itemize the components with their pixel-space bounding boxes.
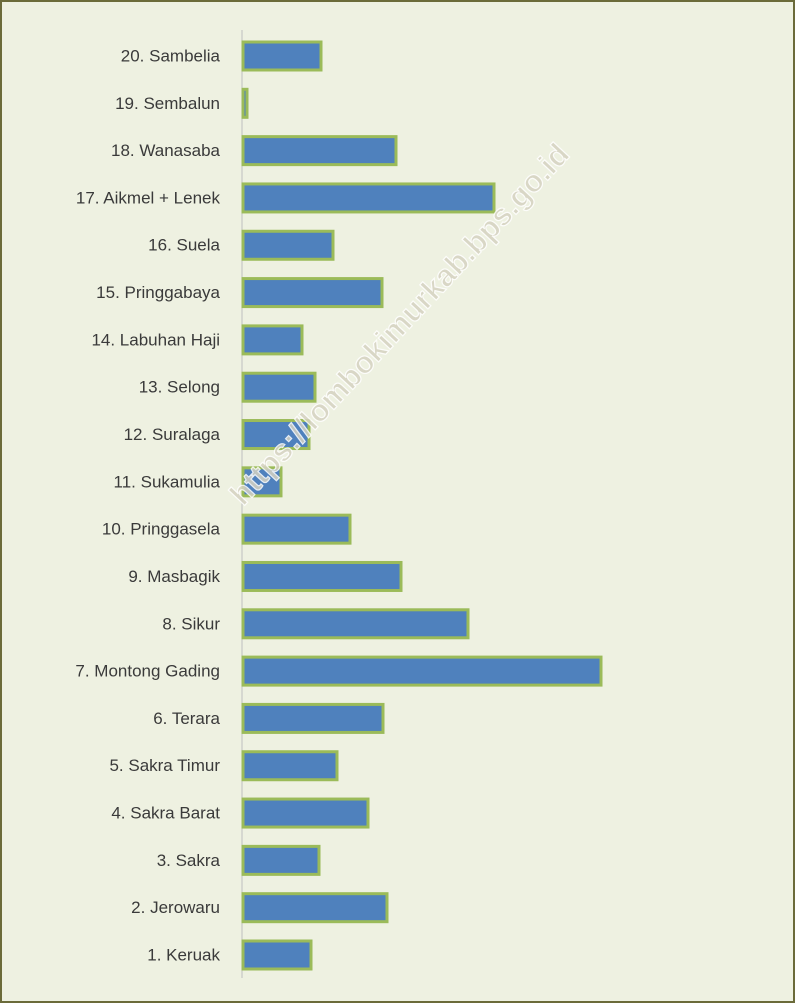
category-label: 3. Sakra: [157, 851, 221, 870]
bar: [241, 608, 470, 640]
bar: [241, 655, 603, 687]
bar: [241, 324, 304, 356]
category-label: 11. Sukamulia: [114, 472, 221, 491]
category-label: 10. Pringgasela: [102, 520, 221, 539]
category-label: 4. Sakra Barat: [111, 804, 220, 823]
bar: [241, 466, 283, 498]
category-label: 15. Pringgabaya: [96, 283, 220, 302]
bar: [241, 87, 249, 119]
bars: 1. Keruak 2. Jerowaru 3. Sakra 4. Sakra Bar…: [75, 40, 603, 971]
bar: [241, 40, 323, 72]
bar: [241, 371, 317, 403]
bar: [241, 513, 352, 545]
bar: [241, 797, 370, 829]
bar: [241, 277, 384, 309]
bar: [241, 182, 496, 214]
category-label: 8. Sikur: [162, 614, 220, 633]
bar: [241, 844, 321, 876]
category-label: 20. Sambelia: [121, 46, 221, 65]
bar: [241, 560, 403, 592]
category-label: 19. Sembalun: [115, 94, 220, 113]
category-label: 13. Selong: [139, 378, 220, 397]
category-label: 12. Suralaga: [124, 425, 221, 444]
bar: [241, 702, 385, 734]
category-label: 18. Wanasaba: [111, 141, 221, 160]
bar: [241, 892, 389, 924]
bar: [241, 229, 335, 261]
category-label: 2. Jerowaru: [131, 898, 220, 917]
category-label: 16. Suela: [148, 236, 220, 255]
category-label: 17. Aikmel + Lenek: [76, 188, 221, 207]
category-label: 14. Labuhan Haji: [91, 330, 220, 349]
bar: [241, 939, 313, 971]
category-label: 9. Masbagik: [128, 567, 220, 586]
bar: [241, 419, 311, 451]
category-label: 6. Terara: [153, 709, 220, 728]
category-label: 1. Keruak: [147, 945, 220, 964]
bar: [241, 135, 398, 167]
category-label: 5. Sakra Timur: [109, 756, 220, 775]
bar: [241, 750, 339, 782]
category-label: 7. Montong Gading: [75, 662, 220, 681]
